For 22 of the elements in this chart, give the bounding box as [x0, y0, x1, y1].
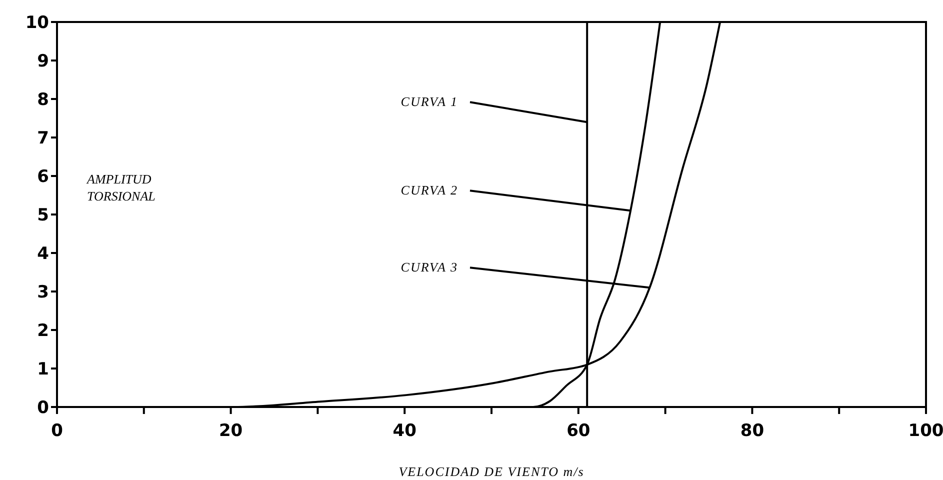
- y-tick-label: 3: [37, 282, 49, 303]
- y-tick-label: 9: [37, 52, 49, 72]
- annotation: CURVA 3: [400, 260, 458, 275]
- x-tick-label: 20: [218, 421, 243, 442]
- y-tick-label: 1: [37, 360, 49, 380]
- x-tick-label: 80: [740, 421, 764, 442]
- x-tick-label: 60: [566, 421, 590, 442]
- annotation: CURVA 2: [400, 182, 458, 198]
- y-tick-label: 0: [37, 398, 50, 418]
- x-tick-label: 40: [392, 421, 417, 442]
- annotation: CURVA 1: [400, 94, 458, 110]
- y-tick-label: 6: [37, 167, 49, 188]
- x-tick-label: 0: [51, 421, 64, 442]
- y-tick-label: 10: [25, 13, 50, 34]
- y-axis-title: AMPLITUD TORSIONAL: [86, 172, 156, 204]
- y-tick-label: 8: [37, 90, 49, 110]
- x-axis-title: VELOCIDAD DE VIENTO m/s: [398, 464, 584, 479]
- y-tick-label: 7: [37, 128, 49, 149]
- y-tick-label: 2: [37, 321, 49, 342]
- y-tick-label: 5: [37, 206, 49, 226]
- x-tick-label: 100: [908, 421, 943, 442]
- y-tick-label: 4: [37, 244, 50, 264]
